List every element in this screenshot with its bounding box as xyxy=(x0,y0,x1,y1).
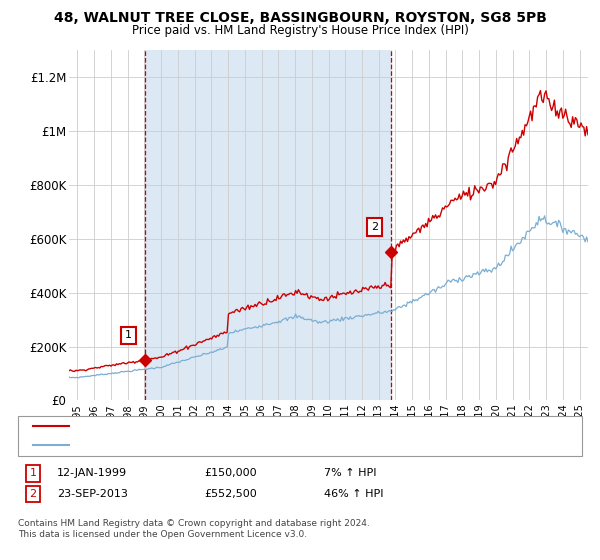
Text: HPI: Average price, detached house, South Cambridgeshire: HPI: Average price, detached house, Sout… xyxy=(75,441,385,450)
Text: 48, WALNUT TREE CLOSE, BASSINGBOURN, ROYSTON, SG8 5PB (detached house): 48, WALNUT TREE CLOSE, BASSINGBOURN, ROY… xyxy=(75,422,499,431)
Text: 48, WALNUT TREE CLOSE, BASSINGBOURN, ROYSTON, SG8 5PB: 48, WALNUT TREE CLOSE, BASSINGBOURN, ROY… xyxy=(53,11,547,25)
Text: Contains HM Land Registry data © Crown copyright and database right 2024.
This d: Contains HM Land Registry data © Crown c… xyxy=(18,520,370,539)
Text: 1: 1 xyxy=(29,468,37,478)
Text: 1: 1 xyxy=(125,330,132,340)
Text: £150,000: £150,000 xyxy=(204,468,257,478)
Text: 46% ↑ HPI: 46% ↑ HPI xyxy=(324,489,383,499)
Bar xyxy=(145,50,391,400)
Text: 2: 2 xyxy=(371,222,378,232)
Text: 23-SEP-2013: 23-SEP-2013 xyxy=(57,489,128,499)
Text: 12-JAN-1999: 12-JAN-1999 xyxy=(57,468,127,478)
Text: 7% ↑ HPI: 7% ↑ HPI xyxy=(324,468,377,478)
Text: £552,500: £552,500 xyxy=(204,489,257,499)
Text: 2: 2 xyxy=(29,489,37,499)
Text: Price paid vs. HM Land Registry's House Price Index (HPI): Price paid vs. HM Land Registry's House … xyxy=(131,24,469,36)
